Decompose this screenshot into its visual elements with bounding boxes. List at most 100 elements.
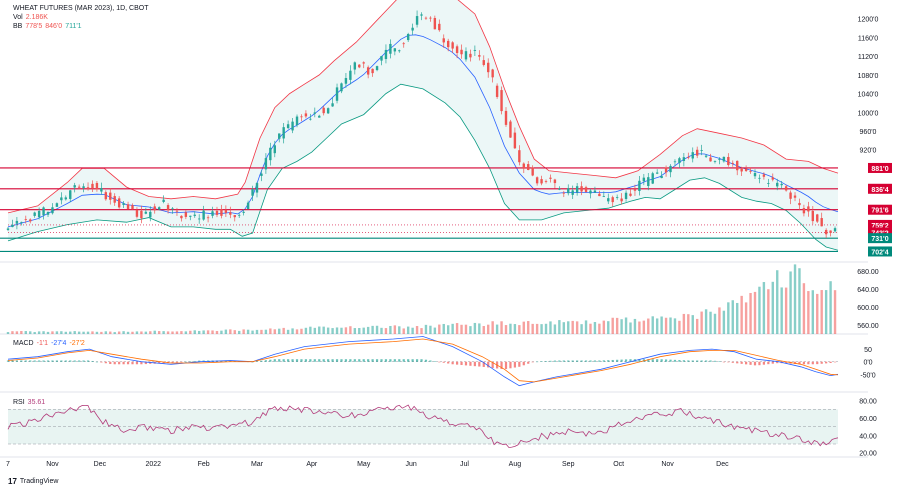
volume-bar xyxy=(326,327,330,334)
macd-tick-label: 50 xyxy=(864,347,872,354)
candle-body xyxy=(798,202,801,206)
volume-bar xyxy=(709,311,712,334)
volume-bar xyxy=(500,321,503,334)
macd-histogram-bar xyxy=(460,361,463,366)
price-level-label: 759'2 xyxy=(871,223,888,230)
volume-bar xyxy=(149,331,152,334)
volume-bar xyxy=(758,286,761,334)
candle-body xyxy=(349,70,352,80)
macd-histogram-bar xyxy=(135,361,139,365)
macd-histogram-bar xyxy=(362,359,365,362)
volume-bar xyxy=(424,324,428,334)
volume-bar xyxy=(202,330,205,334)
price-level-badge xyxy=(868,246,892,257)
macd-histogram-bar xyxy=(776,361,779,364)
candle-body xyxy=(326,108,330,114)
candle-body xyxy=(318,115,321,118)
candle-body xyxy=(135,210,139,217)
macd-histogram-bar xyxy=(629,359,632,362)
macd-histogram-bar xyxy=(46,360,50,362)
volume-bar xyxy=(660,316,663,334)
candle-body xyxy=(411,27,414,31)
price-tick-label: 1120'0 xyxy=(858,54,878,61)
macd-histogram-bar xyxy=(669,359,672,362)
macd-histogram-bar xyxy=(736,361,739,364)
rsi-pane[interactable] xyxy=(7,404,839,449)
time-tick-label: Oct xyxy=(613,461,624,468)
macd-histogram-bar xyxy=(349,359,352,362)
candle-body xyxy=(829,230,832,233)
candle-body xyxy=(620,198,623,202)
volume-bar xyxy=(318,326,321,334)
candle-body xyxy=(451,42,454,49)
volume-bar xyxy=(575,321,579,334)
candle-body xyxy=(153,206,156,211)
macd-histogram-bar xyxy=(33,360,36,362)
macd-histogram-bar xyxy=(767,361,770,365)
macd-histogram-bar xyxy=(491,361,494,368)
volume-bar xyxy=(767,289,770,334)
volume-bar xyxy=(286,329,290,334)
macd-histogram-bar xyxy=(69,360,72,362)
candle-body xyxy=(433,18,437,30)
macd-histogram-bar xyxy=(656,359,659,362)
macd-histogram-bar xyxy=(278,359,281,362)
price-pane[interactable] xyxy=(0,0,839,253)
macd-histogram-bar xyxy=(340,359,343,362)
volume-bar xyxy=(495,324,499,334)
volume-bar xyxy=(189,330,192,334)
volume-bar xyxy=(420,328,423,334)
candle-body xyxy=(131,205,134,209)
candle-body xyxy=(504,110,508,125)
candle-body xyxy=(602,196,606,198)
candle-body xyxy=(691,152,694,159)
macd-tick-label: 0'0 xyxy=(863,360,872,367)
volume-pane[interactable] xyxy=(6,264,837,334)
volume-bar xyxy=(411,327,414,334)
macd-pane[interactable] xyxy=(6,336,839,387)
macd-histogram-bar xyxy=(415,359,419,362)
volume-bar xyxy=(251,330,254,334)
candle-body xyxy=(811,210,815,222)
macd-histogram-bar xyxy=(811,361,814,365)
volume-bar xyxy=(749,292,752,334)
macd-histogram-bar xyxy=(269,359,272,362)
macd-histogram-bar xyxy=(433,361,436,362)
candle-body xyxy=(420,14,423,16)
candle-body xyxy=(6,228,10,230)
macd-histogram-bar xyxy=(593,360,597,362)
macd-histogram-bar xyxy=(20,360,23,362)
candle-body xyxy=(429,17,432,19)
tradingview-watermark[interactable]: 17 TradingView xyxy=(8,477,58,486)
candle-body xyxy=(286,124,290,129)
price-tick-label: 1200'0 xyxy=(858,17,879,24)
macd-histogram-bar xyxy=(522,361,525,366)
bollinger-band-fill xyxy=(8,0,838,251)
candle-body xyxy=(189,215,192,217)
candle-body xyxy=(260,173,263,176)
volume-bar xyxy=(727,302,730,334)
candle-body xyxy=(584,187,588,192)
time-tick-label: 2022 xyxy=(145,461,161,468)
candle-body xyxy=(140,210,143,219)
macd-histogram-bar xyxy=(38,360,41,362)
price-level-label: 881'0 xyxy=(871,166,888,173)
volume-bar xyxy=(366,326,370,334)
candle-body xyxy=(455,46,459,54)
volume-bar xyxy=(344,327,348,334)
volume-tick-label: 600.00 xyxy=(857,305,879,312)
macd-histogram-bar xyxy=(73,360,76,362)
candle-body xyxy=(647,177,650,187)
candle-body xyxy=(571,190,574,195)
candle-body xyxy=(291,121,294,131)
macd-histogram-bar xyxy=(104,361,107,364)
volume-bar xyxy=(193,330,196,334)
macd-histogram-bar xyxy=(611,359,614,362)
candle-body xyxy=(820,218,823,227)
time-tick-label: Aug xyxy=(509,461,522,468)
volume-bar xyxy=(451,323,454,334)
candle-body xyxy=(215,210,219,215)
macd-histogram-bar xyxy=(816,361,819,365)
rsi-tick-label: 20.00 xyxy=(859,451,877,458)
